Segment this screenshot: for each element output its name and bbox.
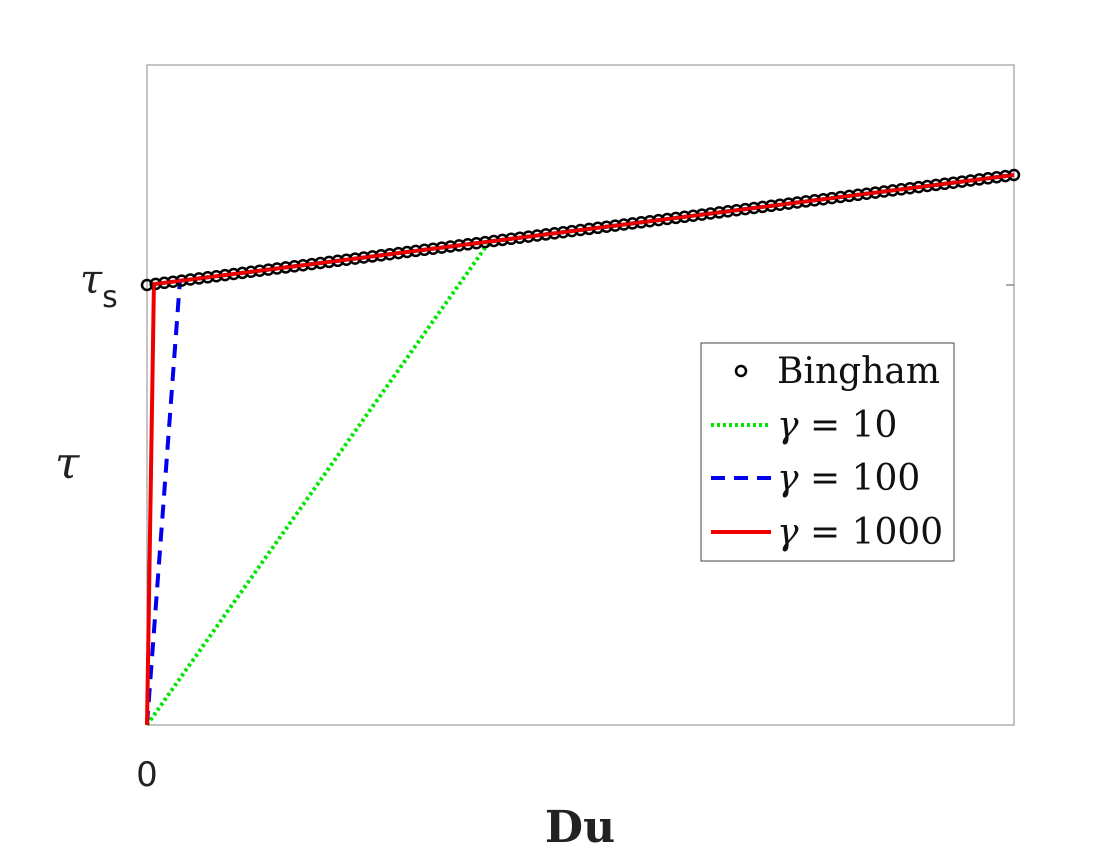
series-layer [140,168,1021,727]
x-tick-label: 0 [136,755,158,795]
y-axis-label: τ [55,438,80,489]
legend-label-3: γ = 1000 [777,512,943,553]
legend-box [700,342,955,562]
legend-label-2: γ = 100 [777,458,920,499]
legend-label-0: Bingham [777,351,940,392]
legend-label-1: γ = 10 [777,405,897,446]
ticks-layer: 0 τs [80,257,1014,795]
legend: Bingham γ = 10 γ = 100 γ = 1000 [700,342,955,562]
legend-marker-bingham [734,364,748,378]
series-line-top-3 [145,173,1015,726]
y-tick-label: τs [80,257,118,315]
x-axis-label: Du [545,802,615,853]
